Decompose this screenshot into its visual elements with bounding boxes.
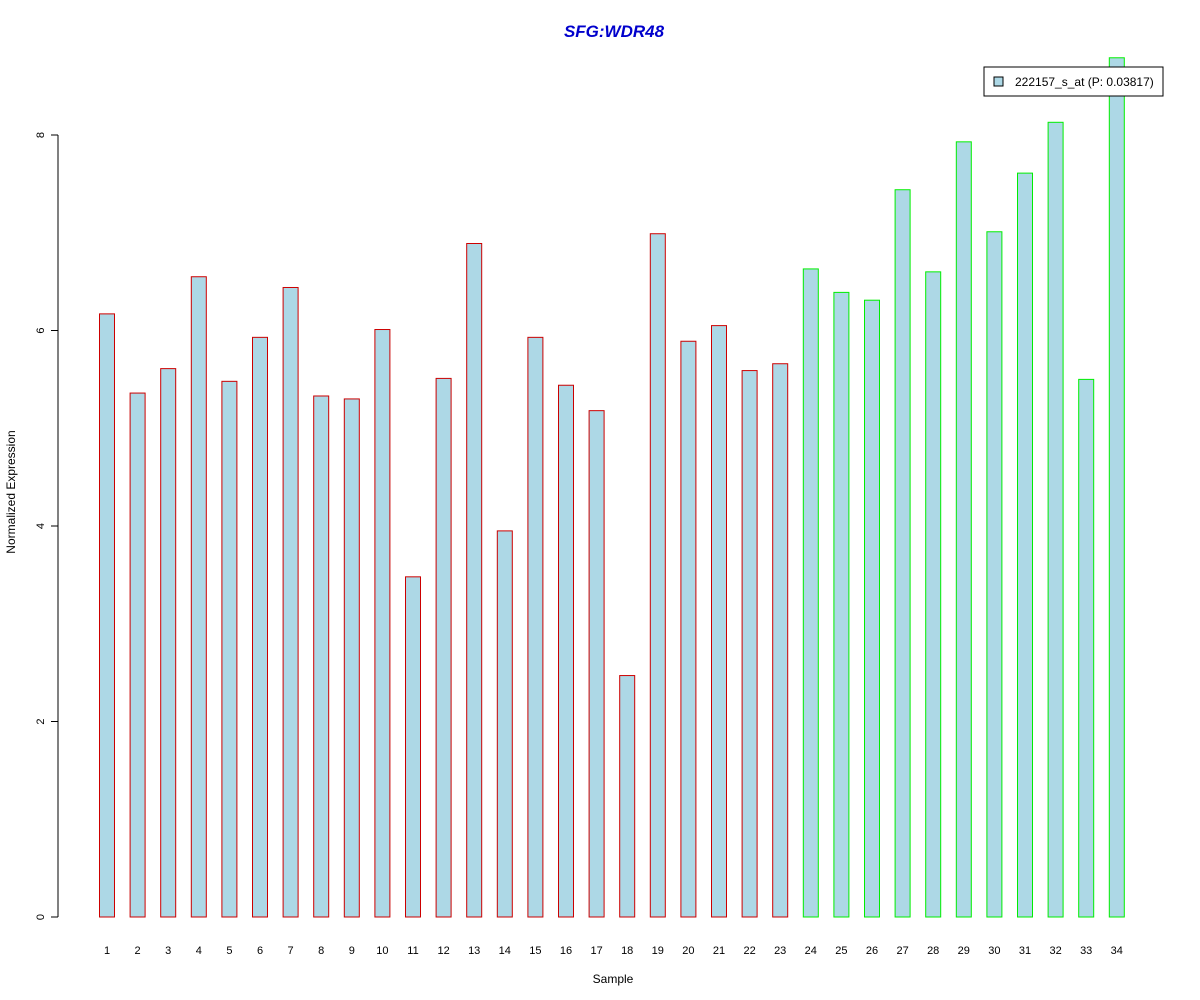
bar-sample-34: [1108, 57, 1125, 918]
x-axis-tick-label: 17: [590, 945, 602, 957]
bar-sample-30: [986, 231, 1003, 918]
x-axis-tick-label: 5: [226, 945, 232, 957]
bar-sample-16: [558, 384, 574, 918]
x-axis-tick-labels: 1 2 3 4 5 6 7 8 9 10 11 12 13 14 15 16 17 18 19 20 21 22 23 24 2…: [104, 945, 1123, 957]
x-axis-tick-label: 29: [958, 945, 970, 957]
bar-sample-15: [527, 336, 544, 918]
x-axis-tick-label: 15: [529, 945, 541, 957]
bar-sample-28: [925, 271, 942, 918]
x-axis-tick-label: 25: [835, 945, 847, 957]
bar-sample-11: [405, 576, 421, 918]
bar-sample-33: [1078, 378, 1095, 918]
y-axis-label: Normalized Expression: [4, 430, 18, 553]
bar-sample-3: [160, 368, 177, 918]
x-axis-tick-label: 2: [135, 945, 141, 957]
bar-series: [99, 57, 1125, 918]
bar-sample-5: [221, 380, 238, 918]
bar-sample-8: [313, 395, 330, 918]
x-axis-tick-label: 13: [468, 945, 480, 957]
bar-sample-18: [619, 675, 636, 918]
bar-sample-24: [802, 268, 819, 918]
x-axis-tick-label: 7: [288, 945, 294, 957]
bar-sample-26: [864, 299, 880, 918]
x-axis-tick-label: 8: [318, 945, 324, 957]
bar-sample-19: [649, 233, 666, 918]
x-axis-tick-label: 33: [1080, 945, 1092, 957]
x-axis-tick-label: 18: [621, 945, 633, 957]
bar-sample-21: [711, 325, 727, 918]
x-axis-tick-label: 31: [1019, 945, 1031, 957]
legend: 222157_s_at (P: 0.03817): [983, 66, 1164, 97]
bar-sample-6: [252, 336, 268, 918]
bar-sample-29: [955, 141, 972, 918]
x-axis-tick-label: 32: [1049, 945, 1061, 957]
y-axis-tick-label: 8: [35, 132, 47, 138]
x-axis-tick-label: 1: [104, 945, 110, 957]
x-axis-tick-label: 24: [805, 945, 817, 957]
x-axis-tick-label: 30: [988, 945, 1000, 957]
y-axis-tick-label: 2: [35, 718, 47, 724]
bar-sample-23: [772, 363, 789, 918]
y-axis-tick-label: 6: [35, 327, 47, 333]
bar-sample-13: [466, 243, 483, 918]
x-axis-tick-label: 9: [349, 945, 355, 957]
bar-sample-32: [1047, 121, 1064, 918]
bar-sample-17: [588, 410, 605, 918]
bar-sample-9: [343, 398, 360, 918]
legend-box: [983, 66, 1164, 97]
x-axis-tick-label: 11: [407, 945, 418, 957]
bar-sample-10: [374, 329, 391, 918]
x-axis-label: Sample: [593, 972, 634, 986]
bar-sample-4: [190, 276, 207, 918]
x-axis-tick-label: 21: [713, 945, 725, 957]
bar-sample-7: [282, 286, 299, 918]
x-axis-tick-label: 4: [196, 945, 202, 957]
bar-sample-27: [894, 189, 911, 918]
bar-sample-2: [129, 392, 146, 918]
chart-title: SFG:WDR48: [564, 22, 665, 41]
bar-sample-20: [680, 340, 697, 918]
x-axis-tick-label: 23: [774, 945, 786, 957]
x-axis-tick-label: 19: [652, 945, 664, 957]
x-axis-tick-label: 22: [743, 945, 755, 957]
x-axis-tick-label: 12: [437, 945, 449, 957]
x-axis-tick-label: 14: [499, 945, 511, 957]
bar-sample-12: [435, 377, 452, 918]
x-axis-tick-label: 28: [927, 945, 939, 957]
bar-sample-1: [99, 313, 115, 918]
x-axis-tick-label: 26: [866, 945, 878, 957]
bar-sample-31: [1017, 172, 1033, 918]
y-axis-tick-label: 0: [35, 914, 47, 920]
bar-sample-22: [741, 370, 758, 918]
x-axis-tick-label: 10: [376, 945, 388, 957]
bar-sample-14: [496, 530, 513, 918]
x-axis-tick-label: 3: [165, 945, 171, 957]
x-axis-tick-label: 27: [896, 945, 908, 957]
bar-sample-25: [833, 291, 850, 918]
y-axis-tick-label: 4: [35, 523, 47, 529]
x-axis-tick-label: 16: [560, 945, 572, 957]
x-axis-tick-label: 20: [682, 945, 694, 957]
legend-swatch: [993, 76, 1004, 87]
legend-label: 222157_s_at (P: 0.03817): [1015, 75, 1154, 89]
x-axis-tick-label: 6: [257, 945, 263, 957]
x-axis-tick-label: 34: [1111, 945, 1123, 957]
y-axis: 0 2 4 6 8: [35, 132, 59, 920]
